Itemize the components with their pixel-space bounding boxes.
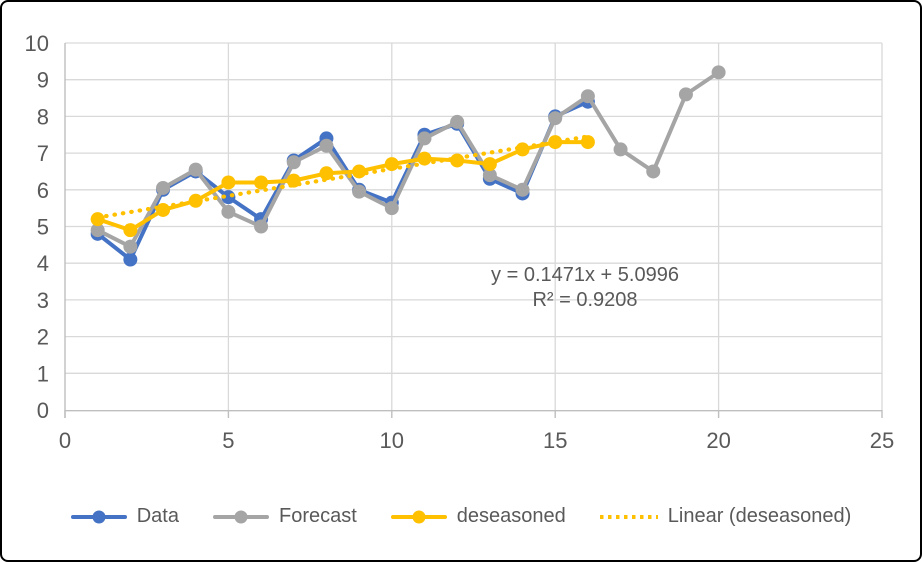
- data-series-swatch-icon: [70, 510, 127, 523]
- legend-item-deseasoned: deseasoned: [390, 505, 566, 528]
- legend-item-linear-deseasoned: Linear (deseasoned): [599, 505, 852, 528]
- svg-text:25: 25: [870, 428, 894, 453]
- svg-text:7: 7: [37, 141, 49, 166]
- svg-text:20: 20: [706, 428, 730, 453]
- svg-text:10: 10: [25, 31, 49, 56]
- svg-text:2: 2: [37, 325, 49, 350]
- svg-text:0: 0: [37, 398, 49, 423]
- legend-label-deseasoned: deseasoned: [456, 505, 566, 527]
- svg-text:0: 0: [59, 428, 71, 453]
- deseasoned-series-marker-icon: [412, 510, 426, 523]
- svg-text:9: 9: [37, 68, 49, 93]
- data-series-marker-icon: [92, 510, 106, 523]
- forecast-series-marker-icon: [234, 510, 248, 523]
- legend-item-data: Data: [70, 505, 179, 528]
- svg-text:1: 1: [37, 361, 49, 386]
- deseasoned-series-swatch-icon: [390, 510, 447, 523]
- svg-text:5: 5: [222, 428, 234, 453]
- trendline-equation: y = 0.1471x + 5.0996: [491, 264, 679, 286]
- legend-label-forecast: Forecast: [278, 505, 357, 527]
- svg-text:5: 5: [37, 215, 49, 240]
- legend-item-forecast: Forecast: [212, 505, 357, 528]
- svg-text:6: 6: [37, 178, 49, 203]
- trendline-swatch-icon: [599, 514, 658, 519]
- svg-text:15: 15: [543, 428, 567, 453]
- trendline-r-squared: R² = 0.9208: [532, 289, 638, 311]
- legend: Data Forecast deseasoned Linear (deseaso…: [2, 505, 920, 528]
- svg-text:4: 4: [37, 251, 49, 276]
- legend-label-linear-deseasoned: Linear (deseasoned): [667, 505, 852, 527]
- legend-label-data: Data: [136, 505, 179, 527]
- plot-area: 0 1 2 3 4 5 6 7 8 9 10 0 5 10 15 20 25: [25, 31, 895, 453]
- svg-text:10: 10: [380, 428, 404, 453]
- forecast-series-swatch-icon: [212, 510, 269, 523]
- svg-text:8: 8: [37, 104, 49, 129]
- svg-text:3: 3: [37, 288, 49, 313]
- trendline-annotation: y = 0.1471x + 5.0996 R² = 0.9208: [454, 263, 716, 313]
